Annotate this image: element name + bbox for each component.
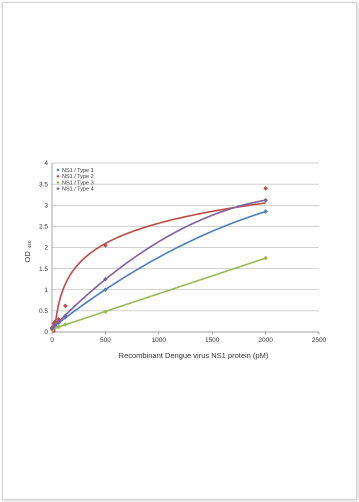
x-tick-label: 2500: [312, 337, 327, 344]
point-type-4: [263, 197, 268, 203]
point-type-1: [103, 287, 108, 293]
y-axis-title-main: OD: [23, 251, 32, 263]
legend-marker-type-1: [56, 168, 60, 172]
y-tick-label: 0.5: [39, 308, 48, 315]
x-tick-label: 1000: [152, 337, 167, 344]
point-type-4: [63, 313, 68, 319]
legend-marker-type-2: [56, 174, 60, 178]
point-type-2: [263, 186, 268, 191]
data-points: [49, 186, 268, 332]
y-tick-label: 1.5: [39, 266, 48, 273]
trend-line-type-2: [52, 202, 266, 333]
trend-line-type-4: [51, 199, 266, 329]
y-tick-label: 3.5: [39, 181, 48, 188]
point-type-4: [103, 276, 108, 282]
point-type-2: [103, 243, 108, 248]
point-type-1: [263, 209, 268, 214]
y-tick-label: 1: [44, 287, 48, 294]
x-tick-label: 1500: [205, 337, 220, 344]
point-type-3: [103, 309, 108, 315]
legend-label-type-2: NS1 / Type 2: [62, 174, 94, 180]
x-axis-title: Recombinant Dengue virus NS1 protein (pM…: [119, 351, 269, 360]
y-tick-label: 2: [44, 245, 48, 252]
legend-marker-type-3: [56, 180, 60, 184]
tick-labels: 0 0.5 1 1.5 2 2.5 3 3.5 4 0 500 1000 1500 2000 2500: [39, 160, 327, 344]
y-axis-title: OD 450: [23, 240, 32, 262]
y-tick-label: 0: [44, 329, 48, 336]
legend-label-type-4: NS1 / Type 4: [62, 187, 94, 193]
point-type-4: [49, 326, 55, 331]
x-tick-label: 2000: [258, 337, 273, 344]
point-type-2: [63, 303, 68, 309]
point-type-3: [63, 322, 68, 327]
y-axis-title-subscript: 450: [27, 240, 32, 248]
point-type-3: [263, 255, 268, 261]
y-tick-label: 2.5: [39, 224, 48, 231]
point-type-4: [53, 322, 58, 327]
trend-line-type-1: [51, 210, 266, 329]
legend-marker-type-4: [56, 187, 60, 191]
point-type-3: [56, 324, 61, 330]
y-tick-label: 3: [44, 202, 48, 209]
axes: [51, 163, 320, 335]
point-type-4: [51, 324, 56, 329]
point-type-4: [56, 319, 61, 324]
y-tick-label: 4: [44, 160, 48, 167]
trend-line-type-3: [51, 257, 266, 330]
x-tick-label: 500: [100, 337, 111, 344]
trend-lines: [51, 199, 266, 333]
legend-label-type-1: NS1 / Type 1: [62, 168, 94, 174]
point-type-2: [53, 319, 58, 324]
legend-label-type-3: NS1 / Type 3: [62, 180, 94, 186]
x-tick-label: 0: [50, 337, 54, 344]
